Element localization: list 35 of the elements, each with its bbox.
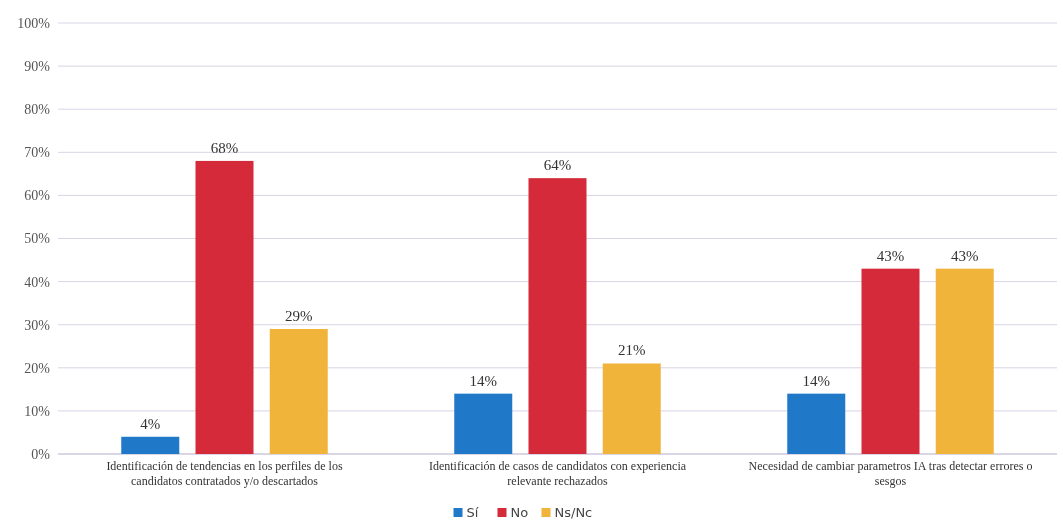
data-label: 68%: [210, 139, 239, 156]
y-tick-label: 10%: [24, 403, 51, 419]
legend-label: No: [510, 505, 529, 520]
bar: [195, 160, 254, 454]
y-tick-label: 30%: [24, 317, 51, 333]
bar: [269, 329, 328, 454]
y-tick-label: 90%: [24, 59, 51, 74]
data-label: 43%: [950, 247, 979, 264]
y-tick-label: 70%: [24, 145, 51, 161]
bar: [861, 268, 920, 454]
legend-label: Ns/Nc: [554, 505, 593, 520]
bar: [454, 393, 513, 454]
bar: [121, 436, 180, 454]
y-tick-label: 40%: [24, 274, 51, 290]
y-tick-label: 100%: [17, 15, 51, 31]
y-tick-label: 50%: [24, 231, 51, 247]
data-label: 29%: [284, 308, 313, 325]
y-tick-label: 20%: [24, 360, 51, 376]
bar: [935, 268, 994, 454]
bar: [787, 393, 846, 454]
y-tick-label: 60%: [24, 188, 51, 204]
data-label: 21%: [617, 342, 646, 359]
y-tick-label: 0%: [31, 446, 51, 462]
x-tick-label: Necesidad de cambiar parametros IA tras detectar errores o sesgos: [748, 459, 1033, 488]
x-tick-label: Identificación de casos de candidatos con experiencia relevante rechazados: [428, 459, 687, 488]
bar: [602, 363, 661, 454]
data-label: 14%: [802, 372, 831, 389]
data-label: 14%: [469, 372, 498, 389]
legend-label: Sí: [466, 505, 479, 520]
data-label: 4%: [140, 415, 161, 432]
data-label: 64%: [543, 157, 572, 174]
data-label: 43%: [876, 247, 905, 264]
bar: [528, 178, 587, 454]
x-tick-label: Identificación de tendencias en los perfiles de los candidatos contratados y/o descartados: [106, 459, 343, 488]
y-tick-label: 80%: [24, 102, 51, 118]
